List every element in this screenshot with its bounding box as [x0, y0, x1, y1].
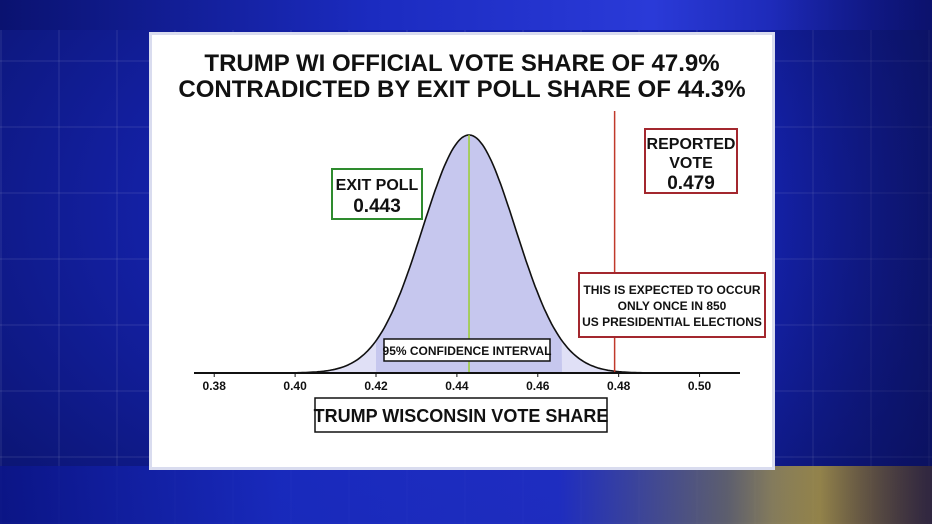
reported-vote-box	[644, 128, 738, 194]
headline-line1: TRUMP WI OFFICIAL VOTE SHARE OF 47.9%	[204, 50, 719, 77]
x-tick-label: 0.48	[607, 379, 631, 393]
confidence-interval-label: 95% CONFIDENCE INTERVAL	[383, 344, 552, 358]
x-tick-label: 0.40	[283, 379, 307, 393]
x-tick-label: 0.46	[526, 379, 550, 393]
reported-vote-value: 0.479	[667, 173, 715, 194]
x-axis-label-box	[314, 397, 608, 433]
confidence-interval-label-box	[383, 338, 551, 362]
x-tick-label: 0.38	[203, 379, 227, 393]
reported-vote-label-line2: VOTE	[669, 155, 713, 172]
distribution-area	[202, 135, 732, 373]
x-tick-label: 0.44	[445, 379, 469, 393]
vote-share-chart: TRUMP WI OFFICIAL VOTE SHARE OF 47.9% CO…	[178, 50, 766, 433]
x-tick-label: 0.42	[364, 379, 388, 393]
reported-vote-label-line1: REPORTED	[647, 136, 736, 153]
exit-poll-box	[331, 168, 423, 220]
probability-note-line3: US PRESIDENTIAL ELECTIONS	[582, 315, 762, 329]
exit-poll-label: EXIT POLL	[336, 177, 419, 194]
chart-card: TRUMP WI OFFICIAL VOTE SHARE OF 47.9% CO…	[149, 32, 775, 470]
headline-line2: CONTRADICTED BY EXIT POLL SHARE OF 44.3%	[178, 76, 745, 103]
probability-note-line2: ONLY ONCE IN 850	[618, 299, 727, 313]
background-right-shade	[772, 0, 932, 524]
exit-poll-value: 0.443	[353, 196, 401, 217]
x-axis-label: TRUMP WISCONSIN VOTE SHARE	[314, 406, 609, 426]
x-axis-ticks: 0.38 0.40 0.42 0.44 0.46 0.48 0.50	[203, 373, 712, 393]
probability-note-box	[578, 272, 766, 338]
probability-note-line1: THIS IS EXPECTED TO OCCUR	[583, 283, 760, 297]
x-tick-label: 0.50	[688, 379, 712, 393]
